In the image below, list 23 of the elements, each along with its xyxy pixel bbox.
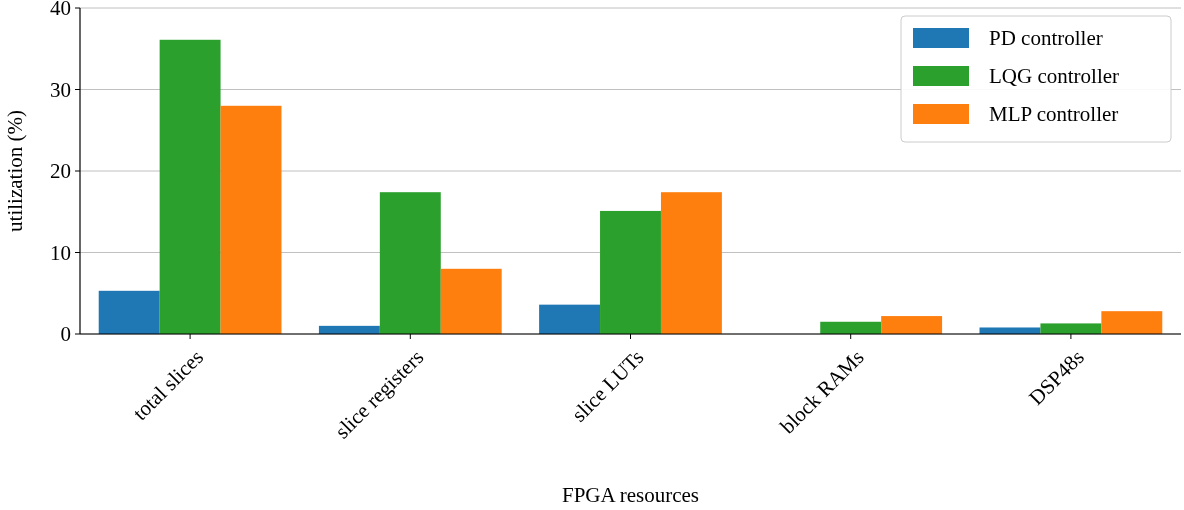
- bar: [1101, 311, 1163, 334]
- bar: [220, 105, 282, 334]
- bar: [979, 327, 1041, 334]
- legend-label: PD controller: [989, 26, 1103, 51]
- legend-label: MLP controller: [989, 102, 1119, 127]
- y-axis-title: utilization (%): [3, 110, 27, 232]
- y-tick-label: 40: [50, 0, 71, 21]
- bar: [660, 192, 722, 334]
- bar: [820, 321, 882, 334]
- y-tick-label: 30: [50, 77, 71, 102]
- bar: [1040, 323, 1102, 334]
- bar: [379, 192, 441, 334]
- legend-label: LQG controller: [989, 64, 1120, 89]
- x-axis-title: FPGA resources: [561, 483, 700, 507]
- bar: [539, 304, 601, 334]
- bar: [440, 268, 502, 334]
- bar: [98, 290, 160, 334]
- bar: [159, 39, 221, 334]
- bar: [881, 316, 943, 334]
- bar: [600, 210, 661, 334]
- y-tick-label: 10: [50, 240, 71, 265]
- y-tick-label: 0: [60, 322, 71, 347]
- y-tick-label: 20: [50, 159, 71, 184]
